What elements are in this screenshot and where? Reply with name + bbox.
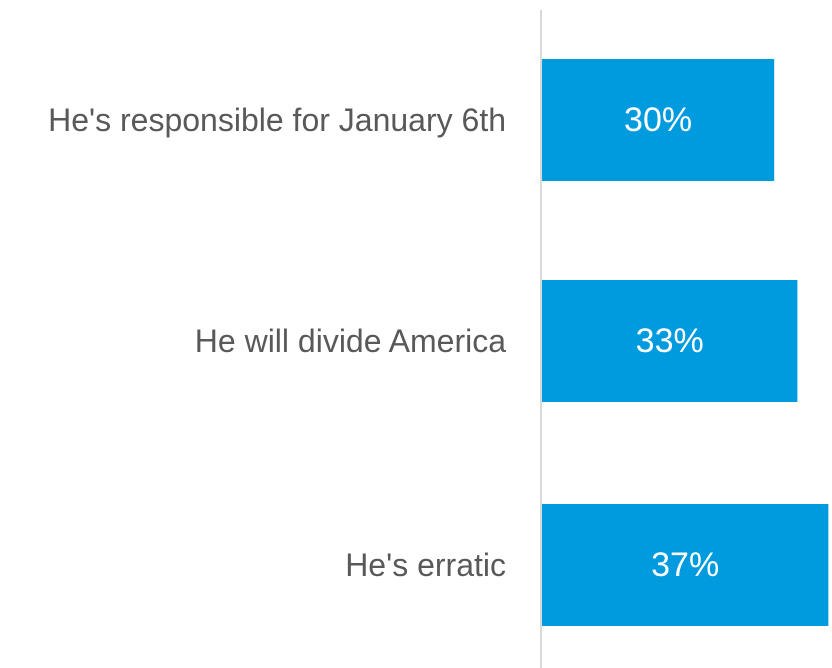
data-label-1: 30%	[624, 101, 692, 139]
bar-1	[542, 59, 775, 181]
bar-2	[542, 280, 798, 402]
bars	[542, 59, 829, 626]
category-label-2: He will divide America	[195, 323, 506, 359]
data-label-2: 33%	[636, 322, 704, 360]
category-label-3: He's erratic	[345, 547, 506, 583]
category-label-1: He's responsible for January 6th	[48, 102, 506, 138]
data-labels: 30% 33% 37%	[624, 101, 719, 584]
bar-3	[542, 504, 829, 626]
category-labels: He's responsible for January 6th He will …	[48, 102, 506, 583]
data-label-3: 37%	[651, 546, 719, 584]
